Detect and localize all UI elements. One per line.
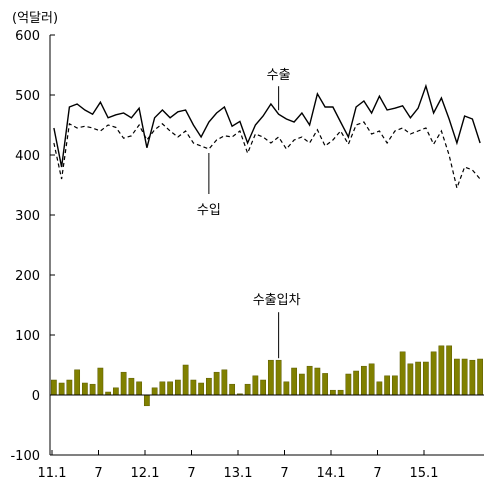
bar-balance bbox=[229, 383, 236, 396]
x-tick-label: 7 bbox=[187, 466, 195, 481]
bar-balance bbox=[399, 351, 406, 396]
bar-balance bbox=[298, 373, 305, 396]
bar-balance bbox=[205, 377, 212, 396]
annotation-label: 수입 bbox=[197, 203, 221, 218]
bar-balance bbox=[384, 375, 391, 396]
x-tick-label: 7 bbox=[94, 466, 102, 481]
bar-balance bbox=[407, 363, 414, 396]
bar-balance bbox=[252, 375, 259, 396]
bar-balance bbox=[167, 381, 174, 396]
bar-balance bbox=[97, 367, 104, 396]
bar-balance bbox=[74, 369, 81, 396]
bar-balance bbox=[453, 358, 460, 396]
line-exports bbox=[53, 83, 481, 168]
bar-balance bbox=[136, 381, 143, 396]
bar-balance bbox=[469, 359, 476, 396]
bar-balance bbox=[128, 377, 135, 396]
bar-balance bbox=[221, 369, 228, 396]
bar-balance bbox=[81, 382, 88, 396]
y-unit-label: (억달러) bbox=[12, 11, 58, 26]
y-tick-label: -100 bbox=[10, 449, 40, 464]
bar-balance bbox=[329, 389, 336, 396]
bar-balance bbox=[345, 373, 352, 396]
bar-balance bbox=[438, 345, 445, 396]
bar-balance bbox=[112, 387, 119, 396]
y-tick-label: 300 bbox=[15, 209, 40, 224]
bar-balance bbox=[477, 358, 484, 396]
x-tick-label: 11.1 bbox=[38, 466, 67, 481]
bar-balance bbox=[182, 364, 189, 396]
bar-balance bbox=[376, 381, 383, 396]
bar-balance bbox=[151, 387, 158, 396]
bar-balance bbox=[422, 361, 429, 396]
bar-balance bbox=[446, 345, 453, 396]
bar-balance bbox=[58, 382, 65, 396]
line-imports bbox=[53, 121, 481, 191]
x-tick-label: 15.1 bbox=[410, 466, 439, 481]
bar-balance bbox=[391, 375, 398, 396]
x-tick-label: 7 bbox=[373, 466, 381, 481]
bar-balance bbox=[260, 379, 267, 396]
line-series bbox=[53, 83, 481, 191]
bar-balance bbox=[244, 383, 251, 396]
y-tick-label: 100 bbox=[15, 329, 40, 344]
bar-balance bbox=[283, 381, 290, 396]
y-axis: -100 0 100 200 300 400 500 600 bbox=[10, 29, 55, 464]
x-tick-label: 7 bbox=[280, 466, 288, 481]
bar-balance bbox=[275, 359, 282, 396]
bar-balance bbox=[213, 371, 220, 396]
y-tick-label: 400 bbox=[15, 149, 40, 164]
bar-balance bbox=[89, 383, 96, 396]
bar-balance bbox=[159, 381, 166, 396]
x-tick-label: 13.1 bbox=[224, 466, 253, 481]
bar-balance bbox=[430, 351, 437, 396]
bar-balance bbox=[360, 365, 367, 396]
bar-balance bbox=[337, 389, 344, 396]
bar-balance bbox=[353, 370, 360, 396]
annotation-label: 수출 bbox=[267, 68, 291, 83]
plot-frame bbox=[49, 35, 484, 456]
annotation-label: 수출입차 bbox=[253, 293, 301, 308]
y-tick-label: 200 bbox=[15, 269, 40, 284]
x-tick-label: 14.1 bbox=[317, 466, 346, 481]
bar-balance bbox=[120, 371, 127, 396]
bar-balance bbox=[291, 367, 298, 396]
x-axis: 11.1 7 12.1 7 13.1 7 14.1 7 15.1 bbox=[38, 450, 439, 481]
bar-series bbox=[50, 345, 484, 407]
bar-balance bbox=[174, 379, 181, 396]
bar-balance bbox=[190, 379, 197, 396]
bar-balance bbox=[322, 373, 329, 396]
bar-balance bbox=[461, 358, 468, 396]
bar-balance bbox=[415, 361, 422, 396]
bar-balance bbox=[267, 359, 274, 396]
y-tick-label: 0 bbox=[32, 389, 40, 404]
y-tick-label: 500 bbox=[15, 89, 40, 104]
bar-balance bbox=[66, 379, 73, 396]
bar-balance bbox=[50, 379, 57, 396]
bar-balance bbox=[306, 365, 313, 396]
y-tick-label: 600 bbox=[15, 29, 40, 44]
bar-balance bbox=[368, 363, 375, 396]
bar-balance bbox=[143, 394, 150, 407]
bar-balance bbox=[314, 367, 321, 396]
x-tick-label: 12.1 bbox=[131, 466, 160, 481]
bar-balance bbox=[198, 382, 205, 396]
